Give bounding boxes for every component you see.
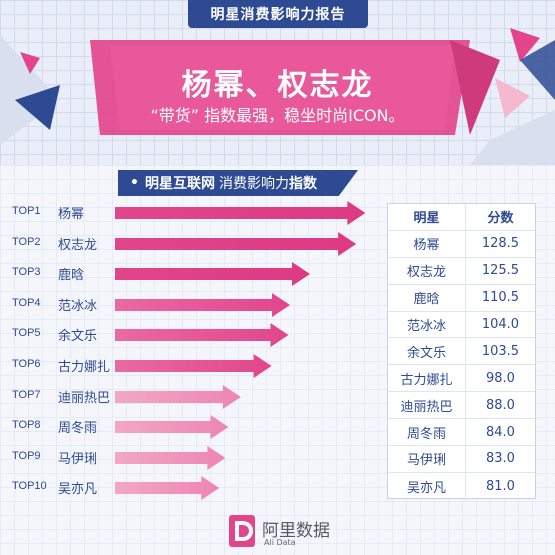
table-row: 权志龙 125.5 — [388, 257, 535, 285]
rank-label: TOP10 — [12, 480, 47, 493]
bar-row: TOP3 鹿晗 — [0, 259, 380, 289]
bar-mark — [115, 445, 226, 470]
table-row: 马伊琍 83.0 — [388, 446, 535, 473]
rank-label: TOP9 — [12, 449, 41, 462]
chart-section-label: • 明星互联网 消费影响力 指数 — [118, 170, 358, 196]
table-row: 范冰冰 104.0 — [388, 311, 535, 339]
banner-decoration — [0, 28, 555, 165]
bar-arrow — [115, 384, 241, 409]
bar-row: TOP10 吴亦凡 — [0, 473, 380, 503]
bar-mark — [115, 415, 229, 440]
rank-label: TOP3 — [12, 266, 41, 279]
table-cell-star: 杨幂 — [388, 230, 466, 257]
bar-row: TOP4 范冰冰 — [0, 290, 380, 320]
star-name-label: 杨幂 — [58, 207, 85, 222]
bar-row: TOP5 余文乐 — [0, 320, 380, 350]
section-label-brand: 明星互联网 — [144, 176, 215, 192]
table-row: 鹿晗 110.5 — [388, 284, 535, 312]
table-row: 吴亦凡 81.0 — [388, 472, 535, 500]
bar-arrow — [115, 323, 289, 348]
table-cell-star: 周冬雨 — [388, 419, 466, 446]
bar-arrow — [115, 445, 226, 470]
ali-data-logo: 阿里数据 Ali Data — [228, 512, 358, 552]
section-label-middle: 消费影响力 — [218, 176, 289, 192]
report-title-tab: 明星消费影响力报告 — [188, 0, 368, 28]
table-cell-score: 88.0 — [486, 397, 515, 413]
table-row: 杨幂 128.5 — [388, 230, 535, 258]
bar-mark — [115, 231, 357, 256]
logo-subtext: Ali Data — [264, 538, 296, 547]
rank-label: TOP1 — [12, 205, 41, 217]
table-cell-star: 迪丽热巴 — [388, 392, 466, 419]
table-cell-score: 84.0 — [486, 424, 515, 440]
bar-mark — [115, 354, 272, 378]
star-name-label: 范冰冰 — [58, 298, 98, 314]
banner-title: 杨幂、权志龙 — [181, 68, 374, 103]
bar-arrow — [115, 476, 220, 501]
table-row: 古力娜扎 98.0 — [388, 365, 535, 393]
table-cell-score: 83.0 — [486, 451, 515, 467]
bar-row: TOP6 古力娜扎 — [0, 351, 380, 381]
star-name-label: 权志龙 — [58, 237, 98, 253]
star-name-label: 鹿晗 — [58, 268, 85, 284]
bar-row: TOP1 杨幂 — [0, 198, 380, 228]
table-cell-score: 103.5 — [481, 343, 520, 359]
table-cell-star: 古力娜扎 — [388, 365, 466, 392]
star-name-label: 余文乐 — [58, 329, 98, 345]
bar-row: TOP7 迪丽热巴 — [0, 382, 380, 412]
bar-arrow — [115, 231, 357, 256]
table-row: 周冬雨 84.0 — [388, 419, 535, 447]
table-cell-score: 81.0 — [486, 478, 515, 494]
bar-arrow — [115, 415, 229, 440]
table-row: 迪丽热巴 88.0 — [388, 392, 535, 420]
table-row: 余文乐 103.5 — [388, 338, 535, 366]
rank-label: TOP8 — [12, 419, 41, 432]
bar-arrow — [115, 292, 290, 317]
bar-mark — [115, 292, 290, 317]
bar-row: TOP9 马伊琍 — [0, 443, 380, 473]
bar-mark — [115, 476, 220, 501]
bar-row: TOP8 周冬雨 — [0, 412, 380, 442]
section-label-bold: 指数 — [288, 176, 317, 192]
table-cell-star: 余文乐 — [388, 338, 466, 365]
bar-mark — [115, 201, 366, 225]
star-name-label: 古力娜扎 — [58, 360, 111, 375]
rank-label: TOP4 — [12, 296, 41, 309]
bar-mark — [115, 323, 289, 348]
bar-mark — [115, 262, 310, 287]
table-cell-score: 128.5 — [481, 236, 520, 252]
table-cell-score: 110.5 — [481, 290, 520, 306]
table-cell-star: 吴亦凡 — [388, 472, 466, 500]
bar-mark — [115, 384, 241, 409]
table-cell-star: 马伊琍 — [388, 446, 466, 472]
table-body: 杨幂 128.5 权志龙 125.5 鹿晗 110.5 范冰冰 104.0 余文乐 103.5 古力… — [388, 230, 535, 500]
rank-label: TOP5 — [12, 327, 41, 340]
rank-label: TOP7 — [12, 388, 41, 401]
table-header-star: 明星 — [388, 204, 466, 230]
bar-arrow — [115, 201, 366, 225]
star-name-label: 迪丽热巴 — [58, 390, 111, 406]
banner-subtitle: “带货” 指数最强，稳坐时尚ICON。 — [150, 106, 405, 125]
star-name-label: 周冬雨 — [58, 421, 98, 437]
rank-label: TOP2 — [12, 235, 41, 248]
table-header-score: 分数 — [487, 211, 514, 227]
bullet-dot-icon: • — [130, 175, 139, 191]
bar-row: TOP2 权志龙 — [0, 229, 380, 259]
table-cell-score: 125.5 — [481, 263, 520, 279]
rank-label: TOP6 — [12, 358, 41, 370]
star-name-label: 吴亦凡 — [58, 482, 98, 498]
table-header-row: 明星 分数 — [388, 204, 535, 231]
table-cell-score: 104.0 — [481, 317, 520, 332]
table-cell-star: 权志龙 — [388, 257, 466, 284]
bar-arrow — [115, 262, 310, 287]
bar-arrow — [115, 354, 272, 378]
table-cell-score: 98.0 — [486, 370, 515, 386]
score-table: 明星 分数 杨幂 128.5 权志龙 125.5 鹿晗 110.5 范冰冰 104.0 余文乐 1… — [387, 203, 536, 500]
star-name-label: 马伊琍 — [58, 451, 98, 467]
table-cell-star: 范冰冰 — [388, 311, 466, 338]
table-cell-star: 鹿晗 — [388, 284, 466, 311]
logo-name: 阿里数据 — [262, 521, 330, 541]
ali-data-logo-icon — [229, 515, 255, 547]
